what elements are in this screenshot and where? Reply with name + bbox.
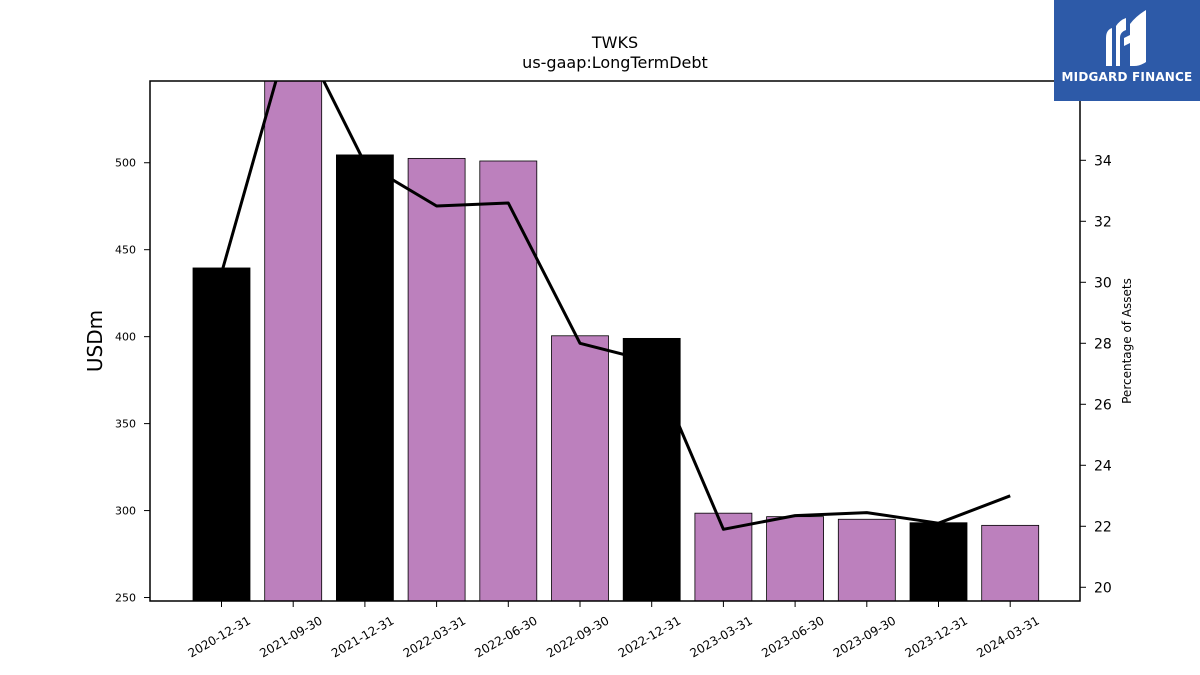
x-tick-label: 2021-09-30 (257, 613, 324, 660)
chart-subtitle: us-gaap:LongTermDebt (522, 53, 708, 72)
x-tick-label: 2023-03-31 (687, 613, 754, 660)
logo-text: MIDGARD FINANCE (1061, 70, 1193, 84)
bar-2023-12-31 (909, 522, 968, 601)
y-tick-label: 300 (115, 505, 136, 518)
x-tick-label: 2024-03-31 (974, 613, 1041, 660)
y-tick-label: 250 (115, 592, 136, 605)
x-tick-label: 2023-06-30 (759, 613, 826, 660)
y2-tick-label: 34 (1094, 153, 1112, 169)
y2-axis-label: Percentage of Assets (1120, 278, 1134, 404)
bar-2022-12-31 (622, 337, 681, 601)
y2-tick-label: 24 (1094, 458, 1112, 474)
y-tick-label: 400 (115, 331, 136, 344)
y-tick-label: 350 (115, 418, 136, 431)
bar-2024-03-31 (981, 524, 1040, 601)
chart-title: TWKS (591, 33, 638, 52)
midgard-logo-icon (1106, 10, 1146, 66)
y-axis-label: USDm (83, 310, 107, 372)
x-tick-label: 2022-09-30 (544, 613, 611, 660)
plot-frame (149, 80, 1081, 602)
x-tick-label: 2022-12-31 (616, 613, 683, 660)
bar-2021-09-30 (264, 81, 323, 601)
y-tick-label: 500 (115, 157, 136, 170)
x-tick-label: 2023-12-31 (903, 613, 970, 660)
bar-2022-03-31 (407, 157, 466, 601)
bar-2020-12-31 (192, 267, 251, 601)
y2-tick-label: 20 (1094, 580, 1112, 596)
x-tick-label: 2022-03-31 (401, 613, 468, 660)
x-tick-label: 2020-12-31 (186, 613, 253, 660)
bar-2022-09-30 (551, 335, 609, 601)
x-tick-label: 2022-06-30 (472, 613, 539, 660)
y2-tick-label: 22 (1094, 519, 1112, 535)
bar-2021-12-31 (335, 154, 394, 601)
series-line-percentage-of-assets (220, 81, 1011, 531)
bar-2022-06-30 (479, 160, 538, 601)
bar-2023-06-30 (766, 516, 824, 601)
bar-2023-09-30 (837, 518, 896, 601)
x-tick-label: 2023-09-30 (831, 613, 898, 660)
y2-tick-label: 26 (1094, 397, 1112, 413)
y2-tick-label: 30 (1094, 275, 1112, 291)
y2-tick-label: 28 (1094, 336, 1112, 352)
midgard-finance-logo: MIDGARD FINANCE (1054, 0, 1200, 101)
y-tick-label: 450 (115, 244, 136, 257)
y2-tick-label: 32 (1094, 214, 1112, 230)
x-tick-label: 2021-12-31 (329, 613, 396, 660)
